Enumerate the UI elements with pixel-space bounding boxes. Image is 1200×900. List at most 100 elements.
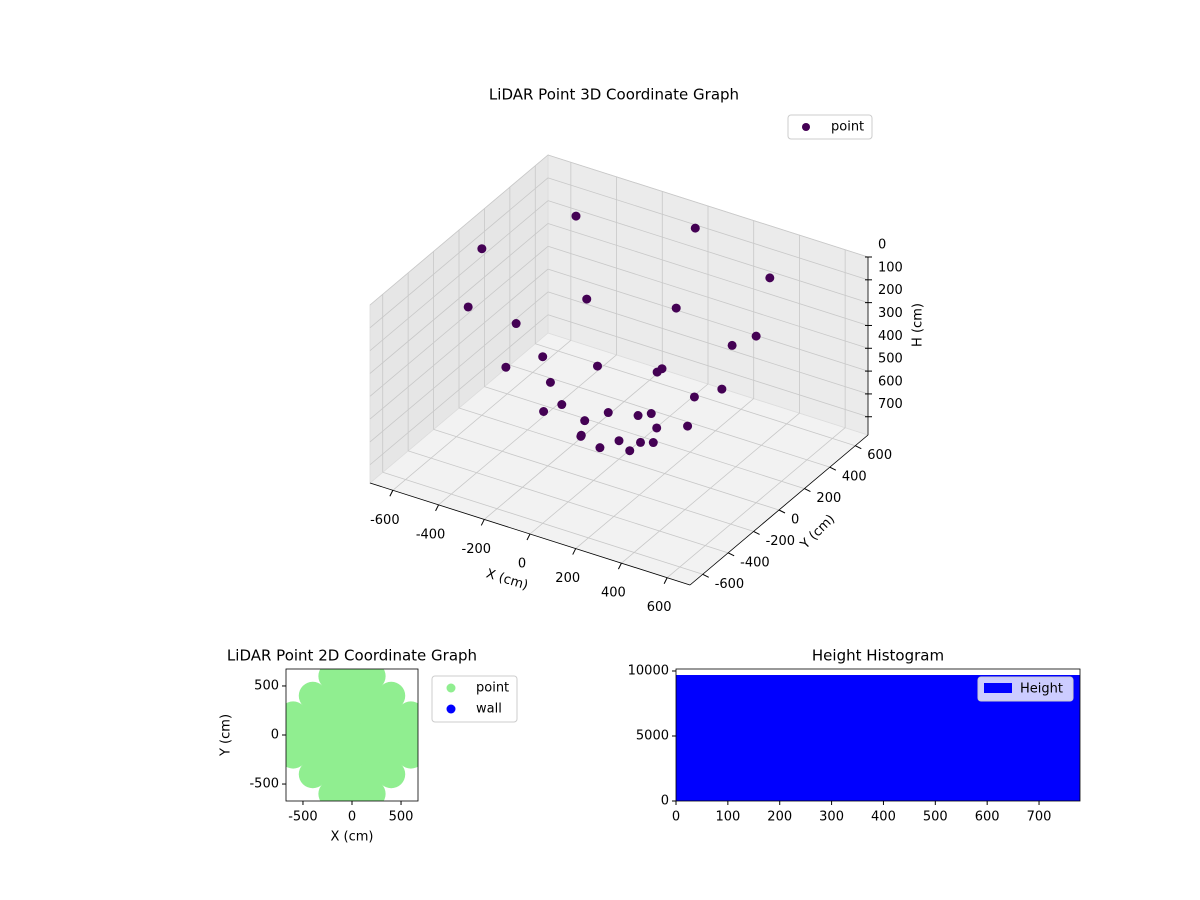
point — [318, 681, 347, 710]
y-tick-label: 0 — [661, 794, 669, 809]
chart-title: LiDAR Point 2D Coordinate Graph — [227, 647, 477, 665]
x-tick-label: -400 — [416, 527, 446, 542]
point — [377, 721, 406, 749]
point — [357, 740, 386, 769]
x-tick-label: 100 — [715, 810, 740, 825]
point — [511, 319, 521, 329]
y-tick-label: 10000 — [628, 664, 669, 679]
grid-line — [458, 407, 780, 511]
point — [657, 364, 667, 374]
z-tick-label: 200 — [878, 283, 903, 298]
x-tick — [617, 562, 622, 570]
grid-line — [547, 200, 869, 304]
point — [576, 431, 586, 441]
point — [298, 681, 327, 710]
point — [538, 352, 548, 362]
y-tick — [778, 509, 786, 514]
z-tick-label: 600 — [878, 374, 903, 389]
point — [338, 701, 366, 730]
point — [603, 408, 613, 418]
point — [357, 721, 386, 749]
z-tick-label: 0 — [878, 238, 886, 253]
x-tick-label: 500 — [923, 810, 948, 825]
grid-line — [547, 177, 869, 281]
point — [539, 406, 549, 416]
y-tick — [702, 573, 709, 578]
x-tick-label: 600 — [647, 600, 672, 615]
point — [357, 701, 386, 730]
grid-line — [509, 364, 830, 468]
legend-label: point — [831, 120, 864, 135]
point — [338, 681, 366, 710]
y-axis-label: Y (cm) — [219, 714, 234, 757]
point — [557, 400, 567, 410]
grid-line — [369, 200, 549, 351]
point — [318, 721, 347, 749]
point — [633, 411, 643, 421]
point — [580, 416, 590, 426]
x-tick-label: 0 — [348, 810, 356, 825]
grid-line — [547, 245, 869, 349]
point — [377, 681, 406, 710]
grid-line — [369, 177, 549, 329]
grid-line — [547, 291, 869, 395]
y-tick — [753, 530, 760, 535]
x-tick-label: 300 — [819, 810, 844, 825]
legend-marker — [802, 123, 810, 131]
grid-line — [382, 471, 703, 575]
point — [690, 223, 700, 233]
x-tick — [526, 533, 531, 541]
axis-line — [689, 434, 869, 586]
grid-line — [484, 386, 805, 489]
x-tick-label: 200 — [767, 810, 792, 825]
point — [646, 409, 656, 419]
point — [614, 436, 624, 446]
y-tick-label: 600 — [867, 448, 892, 463]
x-tick-label: -500 — [288, 810, 318, 825]
point — [298, 740, 327, 769]
y-tick-label: -500 — [249, 777, 279, 792]
point — [636, 437, 646, 447]
legend-patch — [984, 683, 1012, 693]
x-tick-label: 0 — [672, 810, 680, 825]
z-tick-label: 700 — [878, 397, 903, 412]
point — [357, 681, 386, 710]
plot-area — [286, 669, 418, 801]
grid-line — [369, 291, 549, 443]
axes-frame — [285, 668, 419, 802]
point — [396, 740, 418, 769]
x-tick — [480, 519, 485, 526]
y-tick-label: -400 — [740, 555, 770, 570]
point — [625, 446, 635, 456]
point — [545, 377, 555, 387]
point — [727, 340, 737, 350]
point — [318, 701, 347, 730]
y-tick-label: -600 — [715, 577, 745, 592]
point — [595, 443, 605, 453]
grid-line — [433, 429, 754, 532]
x-tick-label: 200 — [555, 571, 580, 586]
z-axis-label: H (cm) — [911, 303, 926, 347]
legend-marker — [446, 683, 456, 693]
y-tick-label: 500 — [254, 678, 279, 693]
point — [689, 392, 699, 402]
point — [298, 760, 327, 789]
axis-line — [369, 482, 691, 586]
chart-title: LiDAR Point 3D Coordinate Graph — [489, 86, 739, 104]
legend-label: wall — [476, 702, 502, 717]
y-tick-label: 0 — [271, 728, 279, 743]
legend-box — [787, 114, 873, 140]
point — [377, 760, 406, 789]
y-tick-label: 400 — [842, 470, 867, 485]
z-tick-label: 300 — [878, 306, 903, 321]
grid-line — [369, 245, 549, 397]
point — [683, 421, 693, 431]
legend-label: point — [476, 681, 509, 696]
point — [377, 701, 406, 730]
point — [671, 303, 681, 313]
point — [717, 384, 727, 394]
point — [501, 362, 511, 372]
point — [648, 438, 658, 448]
point — [357, 760, 386, 789]
point — [338, 740, 366, 769]
